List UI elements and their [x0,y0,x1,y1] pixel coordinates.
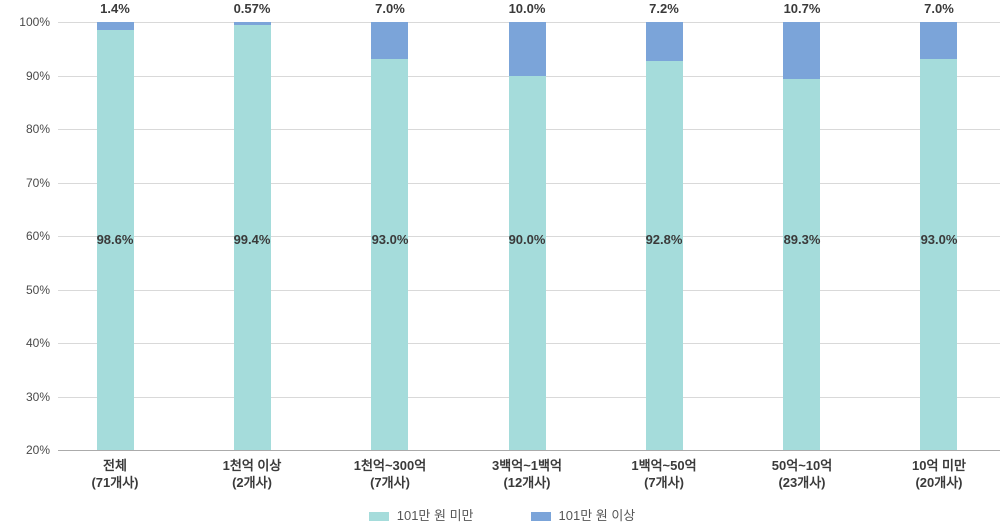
bar-segment-above [371,22,408,60]
y-tick-label: 40% [25,336,50,350]
bar-7 [920,22,957,450]
category-count: (20개사) [915,475,963,490]
category-count: (12개사) [503,475,551,490]
data-label-above: 10.7% [783,1,821,16]
y-tick-label: 80% [25,122,50,136]
bar-3 [371,22,408,450]
bar-segment-above [646,22,683,61]
data-label-above: 7.2% [649,1,679,16]
data-label-above: 7.0% [375,1,405,16]
bar-segment-above [97,22,134,30]
data-label-above: 10.0% [508,1,546,16]
data-label-inside: 92.8% [645,232,683,247]
data-label-inside: 93.0% [371,232,409,247]
y-tick-label: 30% [25,390,50,404]
data-label-inside: 90.0% [508,232,546,247]
x-category-label: 1천억 이상 (2개사) [182,457,322,491]
bar-segment-below [97,29,134,450]
legend-item-below: 101만 원 미만 [368,508,474,524]
y-tick-label: 50% [25,283,50,297]
x-category-label: 10억 미만 (20개사) [869,457,1004,491]
category-name: 1천억 이상 [222,458,282,473]
bar-segment-below [371,59,408,450]
category-count: (23개사) [778,475,826,490]
bar-segment-below [783,79,820,450]
x-category-label: 1천억~300억 (7개사) [320,457,460,491]
bar-segment-below [509,75,546,450]
bar-segment-below [234,25,271,450]
category-count: (7개사) [370,475,410,490]
y-tick-label: 60% [25,229,50,243]
y-tick-label: 70% [25,176,50,190]
x-category-label: 전체 (71개사) [45,457,185,491]
data-label-inside: 99.4% [233,232,271,247]
data-label-above: 1.4% [100,1,130,16]
bar-2 [234,22,271,450]
bar-segment-below [920,59,957,450]
y-tick-label: 20% [25,443,50,457]
category-name: 50억~10억 [771,458,833,473]
data-label-inside: 98.6% [96,232,134,247]
legend-label-below: 101만 원 미만 [396,508,474,523]
bar-5 [646,22,683,450]
legend: 101만 원 미만 101만 원 이상 [0,506,1004,526]
x-category-label: 50억~10억 (23개사) [732,457,872,491]
category-count: (2개사) [232,475,272,490]
category-name: 1천억~300억 [353,458,427,473]
category-name: 10억 미만 [912,458,966,473]
bar-segment-below [646,60,683,450]
legend-label-above: 101만 원 이상 [558,508,636,523]
data-label-above: 7.0% [924,1,954,16]
y-tick-label: 90% [25,69,50,83]
y-tick-label: 100% [19,15,50,29]
category-count: (71개사) [91,475,139,490]
legend-item-above: 101만 원 이상 [530,508,636,524]
bar-6 [783,22,820,450]
bar-segment-above [920,22,957,60]
bar-segment-above [783,22,820,80]
x-category-label: 3백억~1백억 (12개사) [457,457,597,491]
data-label-above: 0.57% [233,1,271,16]
data-label-inside: 89.3% [783,232,821,247]
category-count: (7개사) [644,475,684,490]
bar-4 [509,22,546,450]
bar-segment-above [234,22,271,25]
x-category-label: 1백억~50억 (7개사) [594,457,734,491]
legend-swatch-above [530,511,551,521]
bar-segment-above [509,22,546,76]
category-name: 전체 [103,458,127,473]
bar-1 [97,22,134,450]
category-name: 3백억~1백억 [492,458,562,473]
legend-swatch-below [368,511,389,521]
data-label-inside: 93.0% [920,232,958,247]
x-axis-line [58,450,1000,451]
category-name: 1백억~50억 [631,458,697,473]
